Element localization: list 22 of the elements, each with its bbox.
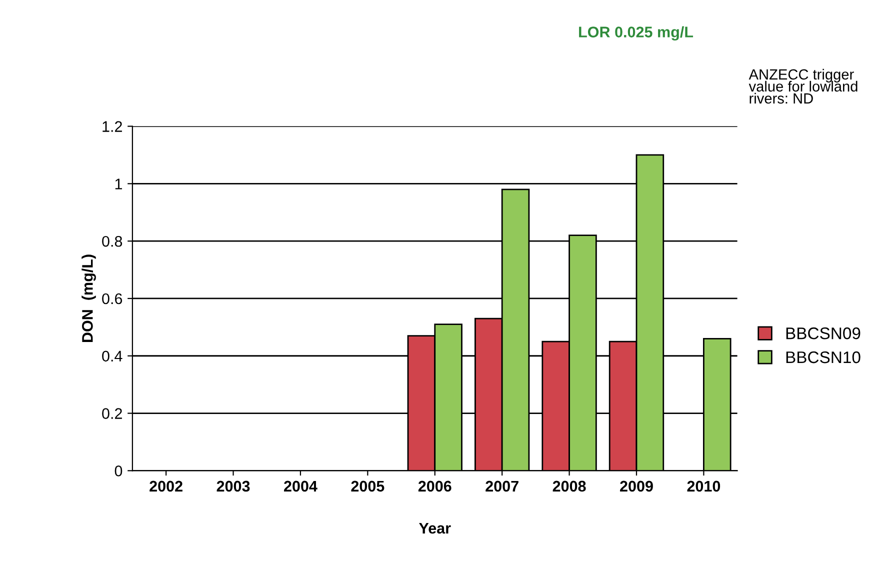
x-tick-label: 2003 [216,480,250,492]
x-tick-label: 2006 [418,480,452,492]
y-tick-label: 0.4 [102,350,122,362]
y-axis-title: DON (mg/L) [82,254,96,342]
y-tick-label: 0.2 [102,408,122,419]
x-tick-label: 2005 [351,480,384,492]
x-tick-label: 2002 [150,480,182,492]
x-tick-label: 2008 [552,480,586,492]
y-tick-label: 1.2 [102,121,122,132]
x-tick-label: 2007 [486,480,518,492]
y-tick-label: 0 [114,466,122,476]
x-axis-title: Year [418,522,451,534]
y-tick-label: 0.8 [102,236,122,247]
legend-label: BBCSN10 [786,351,860,364]
legend-label: BBCSN09 [786,327,860,340]
x-tick-label: 2010 [687,480,720,492]
text: ANZECC trigger value for lowland rivers: ND [748,68,858,104]
y-tick-label: 0.6 [102,293,122,304]
text: LOR 0.025 mg/L [579,26,694,41]
x-tick-label: 2009 [620,480,653,492]
x-tick-label: 2004 [284,480,318,492]
y-tick-label: 1 [115,178,122,190]
